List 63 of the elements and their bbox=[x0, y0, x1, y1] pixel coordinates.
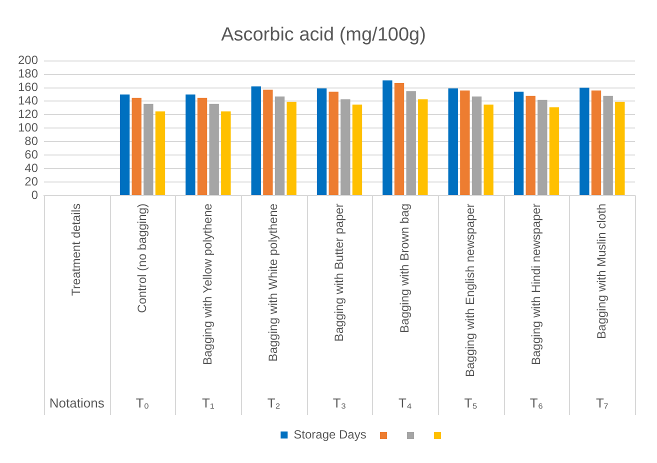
y-tick-label: 200 bbox=[18, 53, 38, 68]
y-tick-label: 100 bbox=[18, 120, 38, 134]
bar bbox=[340, 99, 350, 196]
bar bbox=[221, 111, 231, 196]
text: T₂ bbox=[267, 396, 280, 411]
text: T₆ bbox=[530, 396, 544, 411]
y-tick-label: 180 bbox=[18, 66, 38, 81]
y-tick-label: 120 bbox=[18, 107, 38, 122]
text: T₃ bbox=[332, 396, 346, 411]
x-tick-label: Bagging with Brown bag bbox=[397, 204, 412, 333]
x-tick-label: Bagging with English newspaper bbox=[463, 204, 478, 378]
bar bbox=[197, 98, 208, 196]
text: T₇ bbox=[596, 396, 609, 411]
text: T₄ bbox=[398, 396, 412, 411]
bar bbox=[448, 88, 458, 196]
y-tick-label: 80 bbox=[24, 134, 38, 148]
text: T₁ bbox=[202, 396, 215, 411]
x-tick-label: Control (no bagging) bbox=[134, 204, 149, 313]
x-tick-label: Treatment details bbox=[69, 204, 84, 296]
bar bbox=[526, 96, 536, 196]
bar bbox=[538, 100, 548, 196]
text: T₅ bbox=[464, 396, 478, 411]
bar bbox=[549, 107, 560, 196]
bar bbox=[615, 102, 625, 196]
bar bbox=[591, 90, 602, 196]
bar bbox=[472, 96, 482, 196]
y-tick-label: 40 bbox=[24, 160, 38, 175]
bar bbox=[209, 104, 219, 196]
y-tick-label: 160 bbox=[18, 80, 38, 94]
bar bbox=[328, 92, 338, 196]
y-tick-label: 0 bbox=[31, 188, 38, 202]
bar bbox=[352, 104, 362, 196]
x-tick-label: Bagging with Muslin cloth bbox=[594, 204, 608, 339]
x-tick-label: Bagging with White polythene bbox=[266, 203, 280, 362]
bar bbox=[120, 94, 130, 196]
bar bbox=[316, 88, 327, 196]
bar bbox=[460, 90, 470, 196]
bar bbox=[382, 80, 392, 196]
y-tick-label: 140 bbox=[18, 94, 38, 108]
bar bbox=[274, 96, 285, 196]
bar bbox=[406, 91, 416, 196]
text: Notations bbox=[49, 396, 105, 411]
bar bbox=[263, 90, 273, 196]
bar bbox=[394, 83, 404, 196]
x-tick-label: Bagging with Yellow polythene bbox=[200, 203, 214, 366]
x-tick-label: Bagging with Hindi newspaper bbox=[528, 204, 543, 365]
legend-label: Storage Days bbox=[294, 427, 366, 442]
bar bbox=[144, 104, 154, 196]
bar bbox=[132, 98, 142, 196]
bar bbox=[580, 88, 590, 196]
text: T₀ bbox=[136, 396, 150, 411]
y-tick-label: 60 bbox=[24, 147, 38, 162]
bar bbox=[186, 94, 196, 196]
bar bbox=[603, 96, 613, 196]
bar bbox=[484, 104, 494, 196]
chart-title: Ascorbic acid (mg/100g) bbox=[221, 24, 426, 46]
y-tick-label: 20 bbox=[24, 174, 38, 188]
bar bbox=[251, 86, 261, 196]
bar bbox=[286, 102, 296, 196]
bar bbox=[418, 99, 428, 196]
bar bbox=[514, 92, 524, 196]
x-tick-label: Bagging with Butter paper bbox=[332, 204, 346, 342]
bar bbox=[155, 111, 166, 196]
